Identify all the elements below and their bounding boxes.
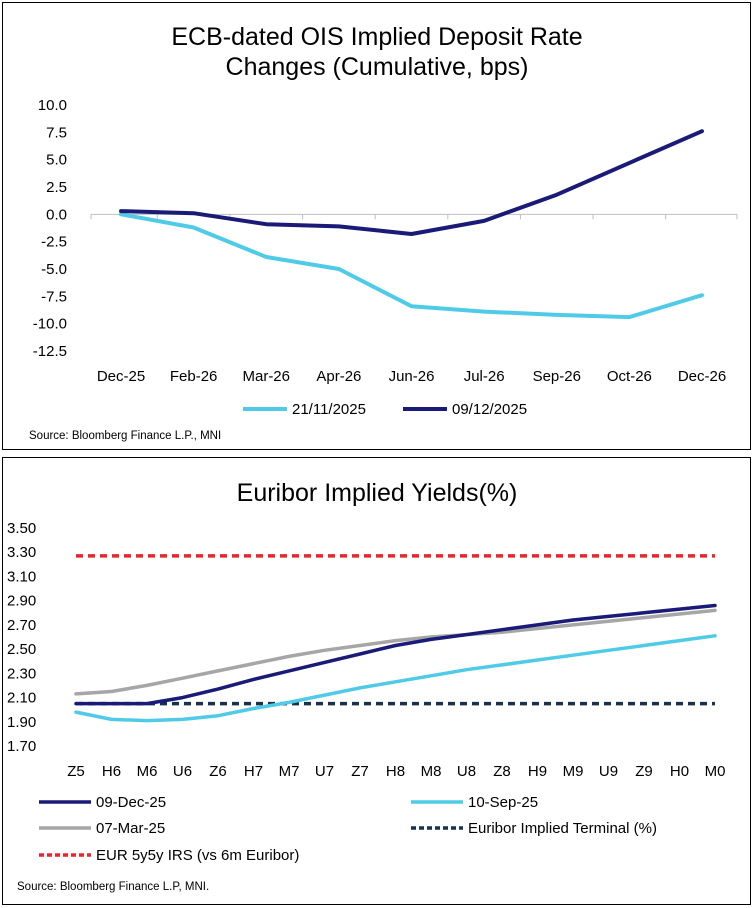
series-line-09-dec-25: [74, 603, 717, 706]
y-tick-label: 3.50: [7, 520, 36, 537]
x-tick-label: Dec-25: [97, 368, 145, 385]
y-tick-label: 1.90: [7, 714, 36, 731]
legend-label: 09/12/2025: [452, 401, 527, 418]
x-tick-label: M7: [279, 763, 300, 780]
series-line-21-11-2025: [119, 212, 704, 320]
chart-title-line: Changes (Cumulative, bps): [226, 53, 529, 81]
y-tick-label: -2.5: [41, 234, 67, 251]
x-tick-label: Z9: [635, 763, 653, 780]
x-tick-label: H9: [528, 763, 547, 780]
x-tick-label: Oct-26: [607, 368, 652, 385]
series-line-07-mar-25: [74, 608, 717, 696]
y-tick-label: 1.70: [7, 738, 36, 755]
y-tick-label: -12.5: [33, 343, 67, 360]
y-tick-label: 2.10: [7, 690, 36, 707]
y-tick-label: 2.70: [7, 617, 36, 634]
x-tick-label: Mar-26: [242, 368, 290, 385]
y-tick-label: 3.30: [7, 544, 36, 561]
legend-label: 10-Sep-25: [468, 794, 538, 811]
chart-panel-euribor: Euribor Implied Yields(%) 3.50 3.30 3.10 2.9…: [2, 457, 751, 905]
x-tick-label: H8: [386, 763, 405, 780]
x-tick-label: U8: [457, 763, 476, 780]
y-tick-label: 2.90: [7, 593, 36, 610]
x-tick-label: H6: [102, 763, 121, 780]
y-tick-label: 2.50: [7, 641, 36, 658]
x-tick-label: M6: [137, 763, 158, 780]
x-tick-label: H7: [244, 763, 263, 780]
y-tick-label: 2.5: [46, 179, 67, 196]
source-note: Source: Bloomberg Finance L.P, MNI.: [17, 881, 209, 893]
x-tick-label: Sep-26: [533, 368, 581, 385]
series-line-09-12-2025: [119, 129, 704, 236]
x-tick-label: Z8: [493, 763, 511, 780]
x-tick-label: M8: [421, 763, 442, 780]
x-tick-label: M0: [705, 763, 726, 780]
x-tick-label: Dec-26: [678, 368, 726, 385]
legend-label: 21/11/2025: [292, 401, 366, 418]
chart-panel-ois: ECB-dated OIS Implied Deposit Rate Change…: [2, 2, 751, 450]
chart-title-line: Euribor Implied Yields(%): [237, 479, 518, 507]
y-tick-label: 0.0: [46, 206, 67, 223]
x-tick-label: Jul-26: [464, 368, 505, 385]
x-tick-label: Feb-26: [170, 368, 218, 385]
legend-label: 07-Mar-25: [96, 820, 165, 837]
legend-label: Euribor Implied Terminal (%): [468, 820, 657, 837]
x-tick-label: Apr-26: [316, 368, 361, 385]
y-tick-label: 2.30: [7, 665, 36, 682]
x-tick-label: Z6: [209, 763, 227, 780]
x-tick-label: M9: [563, 763, 584, 780]
y-tick-label: -10.0: [33, 316, 67, 333]
y-tick-label: 7.5: [46, 124, 67, 141]
source-note: Source: Bloomberg Finance L.P., MNI: [29, 430, 221, 442]
euribor-chart-svg: Euribor Implied Yields(%) 3.50 3.30 3.10 2.9…: [7, 479, 726, 893]
x-tick-label: U7: [315, 763, 334, 780]
x-tick-label: Z7: [351, 763, 369, 780]
y-tick-label: 10.0: [38, 97, 67, 114]
x-tick-label: H0: [670, 763, 689, 780]
x-tick-label: U6: [173, 763, 192, 780]
y-tick-label: 5.0: [46, 152, 67, 169]
x-tick-label: U9: [599, 763, 618, 780]
x-tick-label: Jun-26: [389, 368, 435, 385]
y-tick-label: 3.10: [7, 568, 36, 585]
series-line-10-sep-25: [74, 634, 717, 723]
legend-label: EUR 5y5y IRS (vs 6m Euribor): [96, 847, 299, 864]
x-tick-label: Z5: [67, 763, 85, 780]
y-tick-label: -7.5: [41, 288, 67, 305]
chart-title-line: ECB-dated OIS Implied Deposit Rate: [171, 23, 582, 51]
ois-chart-svg: ECB-dated OIS Implied Deposit RateChange…: [29, 23, 738, 442]
legend-label: 09-Dec-25: [96, 794, 166, 811]
y-tick-label: -5.0: [41, 261, 67, 278]
